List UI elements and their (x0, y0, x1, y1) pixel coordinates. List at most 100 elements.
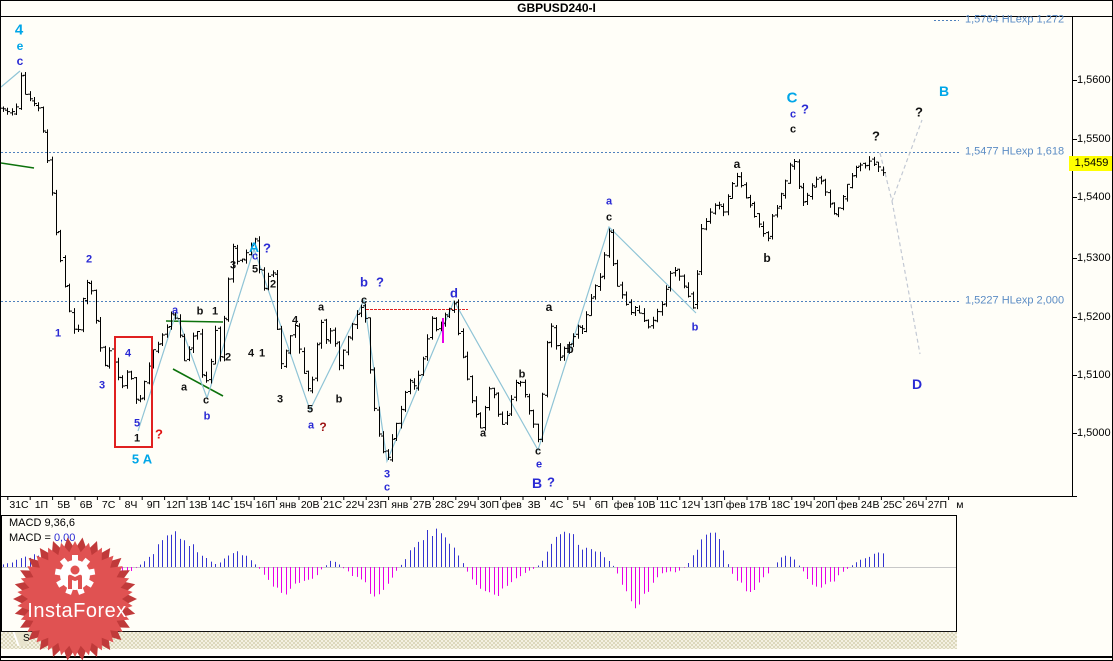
wave-label: d (450, 285, 458, 301)
date-label: 26Ч (905, 499, 925, 511)
wave-label: a (180, 381, 188, 394)
wave-label: b (203, 410, 211, 423)
wave-label: a (479, 427, 487, 440)
macd-value-label: MACD = (9, 532, 51, 544)
macd-indicator-title: MACD 9,36,6 (9, 517, 76, 529)
wave-label: 4 (124, 347, 132, 360)
wave-label: 5 (251, 263, 259, 276)
macd-value-readout: MACD = 0,00 (9, 532, 75, 544)
chart-title-bar: GBPUSD240-I (1, 1, 1112, 17)
date-label: 8Ч (124, 499, 138, 511)
date-label: 11С (659, 499, 678, 511)
wave-label: 1 (211, 305, 219, 318)
date-label: 12Ч (681, 499, 701, 511)
wave-label: 5 (133, 417, 141, 430)
wave-label: b (763, 251, 771, 265)
wave-label: 3 (229, 259, 237, 272)
price-axis-label: 1,5300 (1077, 252, 1111, 264)
wave-label: b (360, 274, 368, 290)
wave-label: 3 (98, 379, 106, 392)
wave-label: c (534, 445, 542, 458)
wave-label: c (202, 394, 210, 407)
date-label: 24В (860, 499, 880, 511)
date-label: 23П (367, 499, 388, 511)
date-label: 16П (255, 499, 276, 511)
date-label: 17В (748, 499, 768, 511)
date-label: 18С (770, 499, 791, 511)
wave-label: a (545, 300, 553, 314)
date-label: фев (501, 499, 522, 511)
date-label: 3В (527, 499, 541, 511)
wave-label: 5 (306, 403, 314, 416)
wave-label: D (911, 376, 923, 392)
date-label: янв (391, 499, 409, 511)
wave-label: 3 (383, 468, 391, 481)
date-label: фев (837, 499, 858, 511)
wave-label: 4 (14, 21, 24, 39)
date-label: 13П (703, 499, 724, 511)
price-axis-label: 1,5600 (1077, 74, 1111, 86)
wave-label: a (733, 157, 741, 171)
date-label: 19Ч (793, 499, 813, 511)
wave-label: a (605, 195, 613, 208)
price-axis-label: 1,5400 (1077, 191, 1111, 203)
wave-label: c (16, 54, 24, 68)
wave-label: 2 (85, 253, 93, 266)
price-axis-label: 1,5100 (1077, 369, 1111, 381)
wave-label: А (248, 239, 260, 255)
wave-label: b (335, 393, 343, 406)
wave-label: e (16, 39, 24, 53)
date-label: 9П (146, 499, 161, 511)
hlexp-level-label: 1,5227 HLexp 2,000 (965, 294, 1065, 307)
wave-label: a (307, 419, 315, 432)
date-label: 22Ч (345, 499, 365, 511)
instaforex-star-icon (13, 537, 137, 660)
wave-label: e (535, 458, 543, 471)
date-label: 20В (300, 499, 320, 511)
window-bottom-border (1, 656, 1112, 658)
date-label: 27В (412, 499, 432, 511)
hlexp-level-label: 1,5477 HLexp 1,618 (965, 145, 1065, 158)
wave-label: ? (263, 240, 271, 256)
date-label: 12П (166, 499, 186, 511)
wave-label: 2 (224, 351, 232, 364)
wave-label: c (789, 123, 797, 136)
price-axis-label: 1,5500 (1077, 133, 1111, 145)
date-label: м (956, 499, 964, 511)
wave-label: B (938, 83, 950, 99)
wave-label: ? (915, 104, 923, 120)
price-axis-label: 1,5200 (1077, 311, 1111, 323)
date-label: янв (279, 499, 297, 511)
wave-label: ? (319, 420, 327, 434)
wave-label: 5 А (131, 451, 153, 467)
date-label: 25С (882, 499, 903, 511)
date-label: 1П (34, 499, 49, 511)
wave-label: a (317, 301, 325, 314)
wave-label: 4 (247, 347, 255, 360)
date-label: 28С (434, 499, 455, 511)
wave-label: C (786, 89, 798, 107)
wave-label: c (383, 481, 391, 494)
date-label: фев (725, 499, 746, 511)
wave-label: В (531, 475, 543, 491)
date-label: 27П (927, 499, 948, 511)
hlexp-level-label: 1,5764 HLexp 1,272 (965, 13, 1065, 26)
wave-label: 3 (276, 393, 284, 406)
date-label: 31С (9, 499, 29, 511)
wave-label: c (251, 250, 259, 263)
date-label: 10В (636, 499, 656, 511)
date-label: 4С (549, 499, 564, 511)
date-label: 7С (101, 499, 116, 511)
macd-value: 0,00 (53, 532, 76, 544)
date-label: 14С (210, 499, 231, 511)
price-axis-label: 1,5000 (1077, 427, 1111, 439)
wave-label: ? (547, 474, 555, 490)
date-label: фев (613, 499, 634, 511)
date-label: 20П (815, 499, 836, 511)
wave-label: b (691, 321, 699, 334)
wave-label: b (566, 342, 574, 356)
wave-label: b (196, 305, 204, 318)
wave-label: c (605, 211, 613, 224)
